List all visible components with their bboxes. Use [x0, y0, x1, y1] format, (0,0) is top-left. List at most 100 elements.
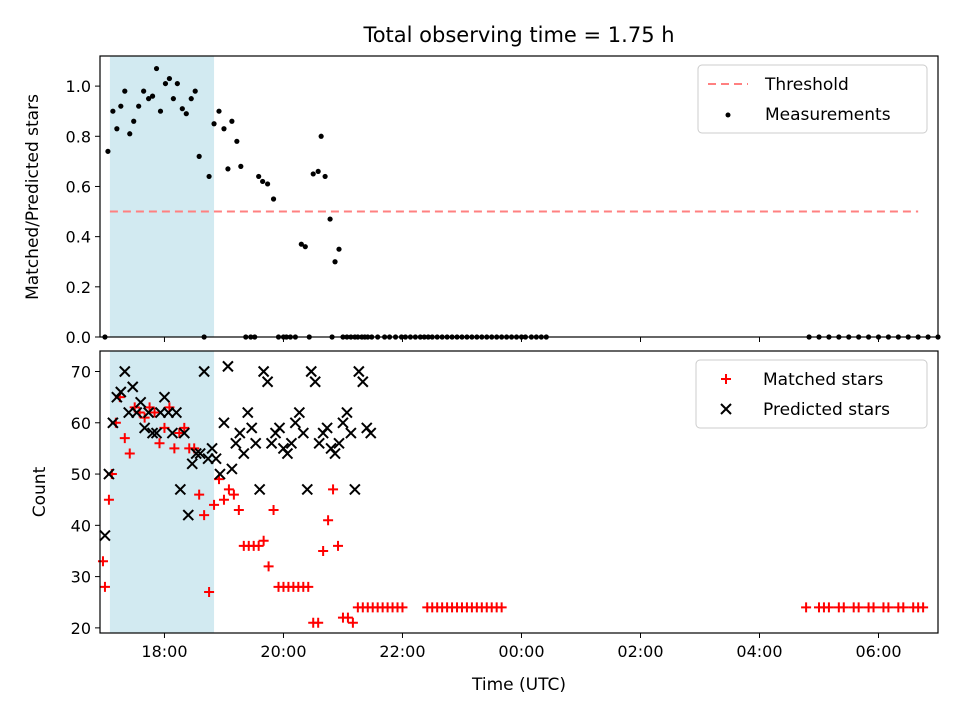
matched-star-point: [823, 602, 834, 613]
measurement-point: [192, 88, 198, 94]
top-y-axis-label: Matched/Predicted stars: [23, 94, 43, 300]
predicted-star-point: [234, 427, 246, 439]
legend-measurements-swatch: [725, 112, 731, 118]
measurement-point: [327, 216, 333, 222]
measurement-point: [318, 133, 324, 139]
matched-star-point: [223, 484, 234, 495]
top-legend-box: [697, 64, 928, 134]
predicted-star-point: [186, 458, 198, 470]
predicted-star-point: [107, 417, 119, 429]
measurement-point: [256, 173, 262, 180]
predicted-star-point: [230, 437, 242, 449]
predicted-star-point: [174, 483, 187, 496]
predicted-star-point: [178, 427, 191, 439]
bottom-y-ticks: 20 30 40 50 60 70: [71, 363, 100, 638]
bottom-marks: [97, 360, 929, 628]
measurement-point: [166, 75, 173, 82]
top-x-ticks: [163, 337, 879, 342]
top-panel: 0.0 0.2 0.4 0.6 0.8 1.0 Total observing time …: [23, 23, 941, 347]
legend-matched-swatch: [721, 374, 731, 384]
matched-star-point: [218, 494, 229, 505]
matched-star-point: [253, 540, 264, 551]
measurement-point: [302, 244, 308, 250]
predicted-star-point: [218, 417, 230, 429]
predicted-star-point: [210, 452, 222, 465]
matched-star-point: [342, 612, 353, 623]
measurement-point: [110, 108, 116, 114]
predicted-star-point: [309, 376, 321, 388]
predicted-star-point: [150, 427, 163, 439]
y-tick-label: 0.0: [66, 328, 91, 347]
matched-star-point: [868, 602, 879, 613]
predicted-star-point: [285, 437, 298, 449]
top-title: Total observing time = 1.75 h: [362, 23, 674, 47]
predicted-star-point: [222, 360, 234, 373]
bottom-y-axis-label: Count: [30, 466, 50, 517]
matched-star-point: [149, 407, 160, 418]
predicted-star-point: [357, 376, 369, 388]
measurement-point: [238, 163, 244, 169]
x-tick-label: 02:00: [617, 642, 663, 661]
legend-predicted-swatch: [720, 403, 732, 415]
matched-star-point: [898, 602, 909, 613]
predicted-star-point: [130, 406, 143, 419]
predicted-star-point: [305, 365, 317, 378]
matched-star-point: [154, 438, 165, 449]
measurement-point: [122, 88, 128, 94]
matched-star-point: [209, 499, 220, 510]
matched-star-point: [169, 443, 180, 454]
measurement-point: [298, 241, 304, 247]
matched-star-point: [918, 602, 929, 613]
x-tick-label: 18:00: [141, 642, 187, 661]
legend-predicted-marker: [720, 403, 732, 415]
y-tick-label: 1.0: [66, 77, 91, 96]
measurement-point: [332, 259, 338, 265]
matched-star-point: [194, 489, 205, 500]
measurement-point: [157, 108, 164, 114]
predicted-star-point: [138, 422, 151, 434]
predicted-star-point: [146, 427, 159, 439]
measurement-point: [118, 103, 124, 109]
matched-star-point: [179, 422, 190, 433]
predicted-star-point: [297, 427, 310, 439]
measurement-point: [336, 246, 342, 252]
predicted-star-point: [333, 437, 345, 449]
legend-predicted-label: Predicted stars: [763, 400, 890, 420]
matched-star-point: [838, 602, 849, 613]
y-tick-label: 50: [71, 465, 91, 484]
matched-star-point: [333, 540, 344, 551]
predicted-star-point: [190, 447, 202, 460]
matched-star-point: [853, 602, 864, 613]
predicted-star-point: [119, 365, 131, 378]
predicted-star-point: [273, 422, 286, 434]
x-tick-label: 00:00: [498, 642, 544, 661]
measurement-point: [229, 118, 235, 124]
matched-star-point: [119, 433, 130, 444]
measurement-point: [196, 153, 202, 159]
matched-star-point: [328, 484, 339, 495]
predicted-star-point: [349, 483, 361, 496]
measurement-point: [127, 131, 133, 137]
y-tick-label: 0.4: [66, 228, 91, 247]
matched-star-point: [258, 535, 269, 546]
matched-star-point: [313, 617, 324, 628]
y-tick-label: 20: [71, 619, 91, 638]
predicted-star-point: [170, 406, 183, 419]
matched-star-point: [233, 504, 244, 515]
predicted-star-point: [265, 437, 278, 449]
measurement-point: [114, 126, 120, 132]
predicted-star-point: [301, 483, 313, 496]
x-tick-label: 04:00: [736, 642, 782, 661]
bottom-legend-box: [695, 359, 928, 429]
measurement-point: [270, 196, 277, 202]
y-tick-label: 30: [71, 568, 91, 587]
y-tick-label: 0.8: [66, 127, 91, 146]
y-tick-label: 40: [71, 516, 91, 535]
matched-star-point: [204, 586, 215, 597]
bottom-panel: 20 30 40 50 60 70 18:00 20:00 22:00 00:00 02:00 04…: [30, 350, 939, 695]
predicted-star-point: [345, 427, 357, 439]
measurement-point: [105, 148, 111, 154]
matched-star-point: [318, 545, 329, 556]
measurement-point: [179, 106, 185, 112]
predicted-star-point: [115, 386, 127, 398]
